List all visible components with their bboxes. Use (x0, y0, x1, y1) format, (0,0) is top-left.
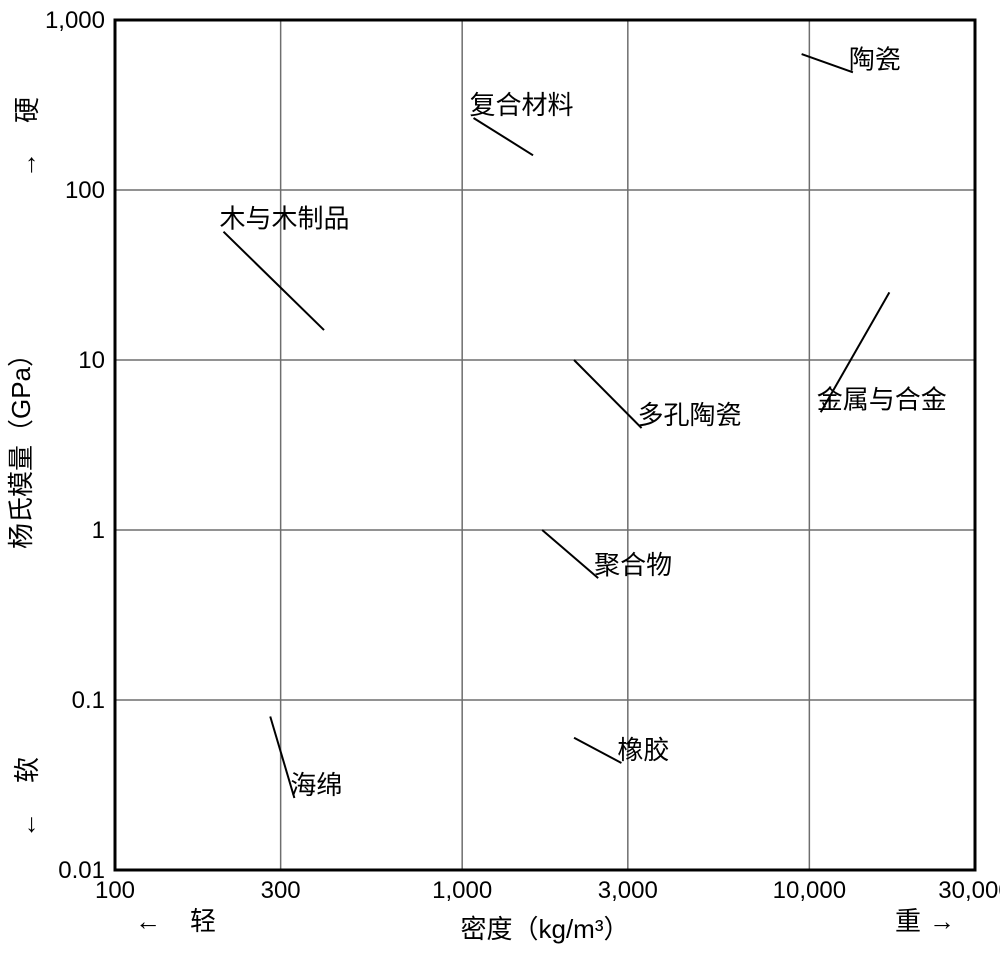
x-tick-label: 30,000 (938, 877, 1000, 904)
x-arrow-high-label: 重 (895, 906, 921, 936)
callout-label-metal: 金属与合金 (817, 384, 947, 414)
y-tick-label: 100 (65, 177, 105, 204)
plot-background (115, 20, 975, 870)
y-tick-label: 0.1 (72, 687, 105, 714)
y-tick-label: 1,000 (45, 7, 105, 34)
y-arrow-high-icon: → (12, 152, 42, 178)
x-arrow-low-label: 轻 (190, 906, 216, 936)
callout-label-wood: 木与木制品 (220, 204, 350, 234)
callout-label-foam: 海绵 (290, 770, 342, 800)
y-arrow-high-label: 硬 (12, 97, 42, 123)
y-tick-label: 0.01 (58, 857, 105, 884)
x-axis-title: 密度（kg/m³） (460, 914, 629, 944)
callout-label-polymer: 聚合物 (594, 550, 672, 580)
y-tick-label: 10 (78, 347, 105, 374)
x-tick-label: 1,000 (432, 877, 492, 904)
x-tick-label: 3,000 (598, 877, 658, 904)
callout-label-composite: 复合材料 (470, 90, 574, 120)
callout-label-porous_ceramic: 多孔陶瓷 (638, 400, 742, 430)
y-arrow-low-icon: ← (12, 812, 42, 838)
y-arrow-low-label: 软 (12, 757, 42, 783)
x-tick-label: 10,000 (773, 877, 846, 904)
x-tick-label: 300 (261, 877, 301, 904)
y-axis-title: 杨氏模量（GPa） (6, 341, 36, 549)
x-arrow-high-icon: → (929, 906, 955, 936)
x-arrow-low-icon: ← (135, 906, 161, 936)
callout-label-ceramic: 陶瓷 (849, 44, 901, 74)
ashby-chart-svg: 木与木制品海绵 聚合物橡胶 多孔陶瓷 复合材料 陶瓷金属与合金 100 300 1,000 3,… (0, 0, 1000, 963)
chart-container: 木与木制品海绵 聚合物橡胶 多孔陶瓷 复合材料 陶瓷金属与合金 100 300 1,000 3,… (0, 0, 1000, 963)
y-tick-label: 1 (92, 517, 105, 544)
callout-label-rubber: 橡胶 (617, 735, 669, 765)
